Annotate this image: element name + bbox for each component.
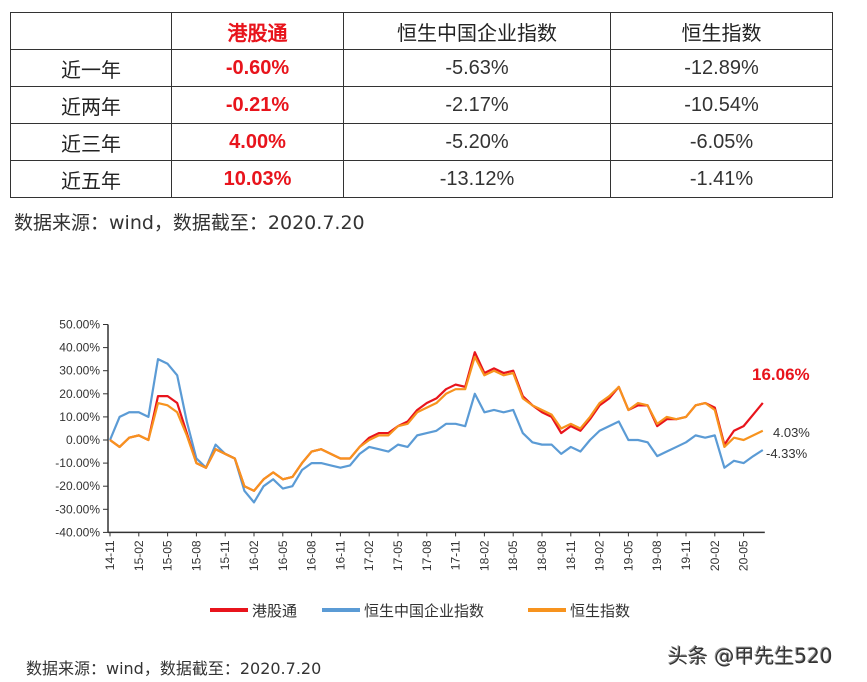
x-tick-label: 14-11 <box>103 540 117 570</box>
x-tick-label: 17-02 <box>362 540 376 571</box>
cell: -1.41% <box>610 160 833 198</box>
y-tick-label: 0.00% <box>66 433 100 447</box>
x-tick-label: 15-08 <box>189 540 203 571</box>
x-tick-label: 18-02 <box>477 540 491 571</box>
cell: 4.00% <box>171 123 344 161</box>
series-line-hsi <box>109 355 764 492</box>
series-line-hscei <box>108 358 764 504</box>
row-label: 近五年 <box>10 160 172 198</box>
y-tick-label: -30.00% <box>55 502 100 516</box>
y-tick-label: -10.00% <box>55 456 100 470</box>
header-cell: 恒生中国企业指数 <box>343 12 611 50</box>
series-line-hk-connect <box>109 351 764 492</box>
row-label: 近三年 <box>10 123 172 161</box>
table-row: 近一年 -0.60% -5.63% -12.89% <box>10 49 833 87</box>
x-tick-label: 18-08 <box>535 540 549 571</box>
cell: -5.20% <box>343 123 611 161</box>
x-tick-label: 19-05 <box>621 540 635 571</box>
source-note-bottom: 数据来源：wind，数据截至：2020.7.20 <box>26 659 322 678</box>
y-tick-label: -40.00% <box>55 525 100 539</box>
legend-label: 恒生指数 <box>570 602 630 620</box>
row-label: 近两年 <box>10 86 172 124</box>
end-value-label: 16.06% <box>752 365 810 384</box>
y-tick-label: 20.00% <box>59 387 100 401</box>
header-cell: 恒生指数 <box>610 12 833 50</box>
x-tick-label: 16-08 <box>305 540 319 571</box>
x-tick-label: 19-02 <box>593 540 607 571</box>
table-header-row: 港股通 恒生中国企业指数 恒生指数 <box>10 12 833 50</box>
end-value-label: -4.33% <box>766 446 808 461</box>
x-tick-label: 16-11 <box>333 540 347 570</box>
y-tick-label: 50.00% <box>59 318 100 332</box>
cell: -0.21% <box>171 86 344 124</box>
x-tick-label: 16-05 <box>276 540 290 571</box>
cell: -6.05% <box>610 123 833 161</box>
x-tick-label: 18-05 <box>506 540 520 571</box>
cell: -2.17% <box>343 86 611 124</box>
x-tick-label: 19-11 <box>679 540 693 570</box>
line-chart: 50.00% 40.00% 30.00% 20.00% 10.00% 0.00% -10.0… <box>55 318 810 621</box>
cell: -12.89% <box>610 49 833 87</box>
cell: -10.54% <box>610 86 833 124</box>
x-tick-label: 15-11 <box>218 540 232 570</box>
x-tick-label: 16-02 <box>247 540 261 571</box>
legend-label: 恒生中国企业指数 <box>364 602 484 620</box>
x-tick-label: 18-11 <box>564 540 578 570</box>
x-tick-label: 15-02 <box>132 540 146 571</box>
cell: -0.60% <box>171 49 344 87</box>
header-cell <box>10 12 172 50</box>
table-row: 近三年 4.00% -5.20% -6.05% <box>10 123 833 161</box>
returns-table: 港股通 恒生中国企业指数 恒生指数 近一年 -0.60% -5.63% -12.… <box>10 12 833 198</box>
x-tick-label: 17-05 <box>391 540 405 571</box>
cell: -5.63% <box>343 49 611 87</box>
cell: -13.12% <box>343 160 611 198</box>
legend-label: 港股通 <box>252 602 297 620</box>
x-tick-label: 17-08 <box>420 540 434 571</box>
y-tick-label: -20.00% <box>55 479 100 493</box>
end-value-label: 4.03% <box>773 425 810 440</box>
table-row: 近五年 10.03% -13.12% -1.41% <box>10 160 833 198</box>
row-label: 近一年 <box>10 49 172 87</box>
x-tick-label: 15-05 <box>161 540 175 571</box>
x-tick-label: 19-08 <box>650 540 664 571</box>
table-row: 近两年 -0.21% -2.17% -10.54% <box>10 86 833 124</box>
cell: 10.03% <box>171 160 344 198</box>
header-cell: 港股通 <box>171 12 344 50</box>
watermark: 头条 @甲先生520 <box>668 644 833 668</box>
y-tick-label: 10.00% <box>59 410 100 424</box>
source-note: 数据来源：wind，数据截至：2020.7.20 <box>14 212 365 234</box>
x-tick-label: 20-05 <box>737 540 751 571</box>
y-tick-label: 40.00% <box>59 341 100 355</box>
x-tick-label: 20-02 <box>708 540 722 571</box>
x-tick-label: 17-11 <box>449 540 463 570</box>
y-tick-label: 30.00% <box>59 364 100 378</box>
